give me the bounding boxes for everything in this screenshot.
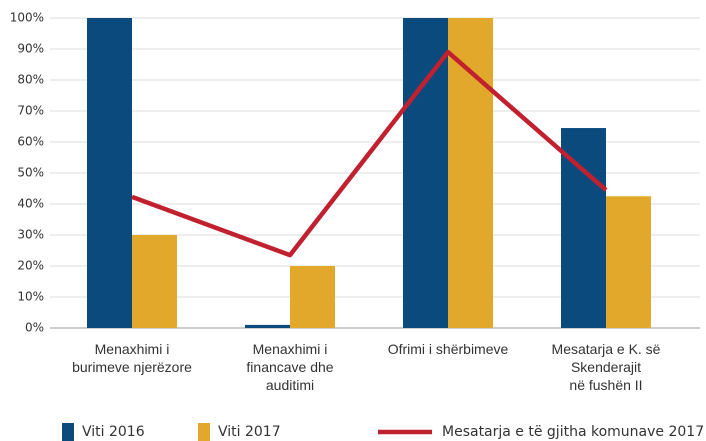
x-tick-label: Menaxhimi i burimeve njerëzore — [72, 341, 192, 375]
bar — [448, 18, 493, 328]
y-tick-label: 60% — [17, 135, 44, 149]
bar — [87, 18, 132, 328]
y-tick-label: 0% — [25, 321, 44, 335]
y-tick-label: 40% — [17, 197, 44, 211]
bar — [403, 18, 448, 328]
bar — [561, 128, 606, 328]
legend-label: Viti 2016 — [82, 424, 145, 440]
y-tick-label: 100% — [10, 11, 44, 25]
y-tick-label: 20% — [17, 259, 44, 273]
x-tick-label: Mesatarja e K. së Skenderajit në fushën … — [551, 341, 661, 393]
bar — [132, 235, 177, 328]
x-tick-label: Menaxhimi i financave dhe auditimi — [246, 341, 334, 393]
y-tick-label: 70% — [17, 104, 44, 118]
legend-label: Mesatarja e të gjitha komunave 2017 — [442, 424, 704, 440]
legend-swatch — [62, 423, 74, 441]
bar — [290, 266, 335, 328]
x-tick-label: Ofrimi i shërbimeve — [387, 341, 509, 357]
y-tick-label: 50% — [17, 166, 44, 180]
bar — [245, 324, 290, 328]
y-tick-label: 80% — [17, 73, 44, 87]
line-series — [131, 49, 608, 258]
legend-swatch — [198, 423, 210, 441]
bar — [606, 196, 651, 328]
y-tick-label: 30% — [17, 228, 44, 242]
y-tick-label: 90% — [17, 42, 44, 56]
legend-label: Viti 2017 — [218, 424, 281, 440]
y-tick-label: 10% — [17, 290, 44, 304]
